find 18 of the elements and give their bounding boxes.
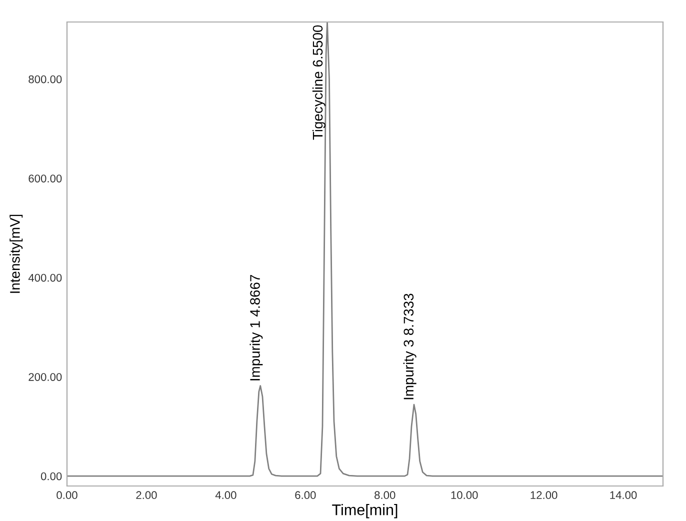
y-tick-label: 0.00 (40, 472, 62, 480)
x-tick-label: 4.00 (215, 491, 236, 500)
x-tick-label: 0.00 (56, 491, 78, 500)
y-axis-title: Intensity[mV] (10, 214, 23, 293)
y-tick-label: 200.00 (28, 373, 62, 381)
x-tick-label: 14.00 (610, 491, 637, 500)
x-tick-label: 6.00 (295, 491, 316, 500)
y-tick-label: 400.00 (28, 274, 62, 282)
y-tick-label: 800.00 (28, 75, 62, 84)
x-tick-label: 2.00 (136, 491, 157, 500)
annotation: Impurity 1 4.8667 (250, 274, 263, 380)
x-tick-label: 8.00 (374, 491, 396, 500)
x-tick-label: 10.00 (451, 491, 478, 500)
x-axis-title: Time[min] (332, 504, 398, 518)
y-tick-label: 600.00 (28, 174, 62, 182)
x-tick-label: 12.00 (530, 491, 558, 500)
annotation: Tigecycline 6.5500 (312, 25, 326, 140)
annotation: Impurity 3 8.7333 (403, 294, 416, 400)
